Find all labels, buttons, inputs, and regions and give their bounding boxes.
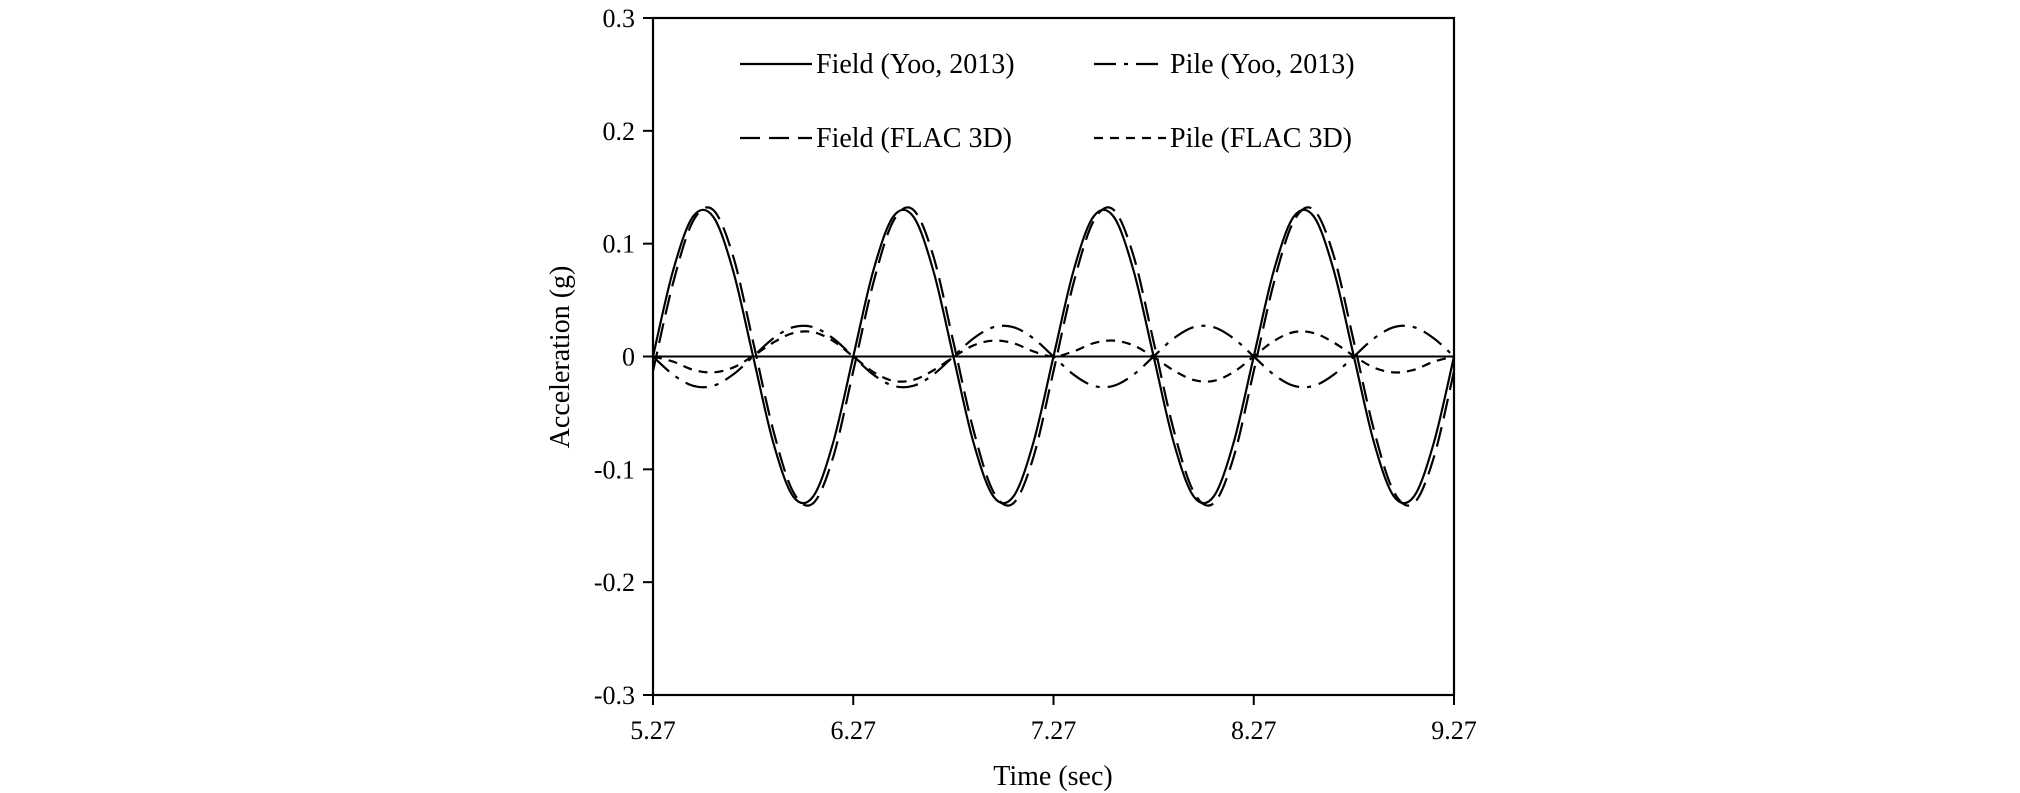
y-tick-label: 0.1 xyxy=(603,230,636,259)
legend-label: Pile (FLAC 3D) xyxy=(1170,123,1352,154)
series-group xyxy=(653,206,1454,507)
y-tick-label: -0.3 xyxy=(594,681,635,710)
x-tick-label: 8.27 xyxy=(1231,716,1277,745)
y-tick-label: -0.1 xyxy=(594,455,635,484)
legend-label: Field (FLAC 3D) xyxy=(816,123,1012,154)
x-tick-label: 7.27 xyxy=(1031,716,1077,745)
legend-item-pile-yoo: Pile (Yoo, 2013) xyxy=(1094,49,1355,80)
y-tick-label: 0.3 xyxy=(603,4,636,33)
y-tick-label: 0 xyxy=(622,343,635,372)
legend-item-field-flac: Field (FLAC 3D) xyxy=(740,123,1012,154)
legend-item-pile-flac: Pile (FLAC 3D) xyxy=(1094,123,1352,154)
y-tick-label: 0.2 xyxy=(603,117,636,146)
x-axis-title: Time (sec) xyxy=(993,761,1113,792)
series-line xyxy=(653,330,1454,383)
legend-item-field-yoo: Field (Yoo, 2013) xyxy=(740,49,1015,80)
legend: Field (Yoo, 2013) Pile (Yoo, 2013) Field… xyxy=(740,49,1355,154)
axis-ticks xyxy=(643,17,1455,705)
series-line xyxy=(653,206,1454,507)
legend-label: Field (Yoo, 2013) xyxy=(816,49,1015,80)
legend-label: Pile (Yoo, 2013) xyxy=(1170,49,1355,80)
y-tick-label: -0.2 xyxy=(594,568,635,597)
x-tick-label: 5.27 xyxy=(630,716,676,745)
y-tick-labels: 0.3 0.2 0.1 0 -0.1 -0.2 -0.3 xyxy=(594,4,635,710)
x-tick-labels: 5.27 6.27 7.27 8.27 9.27 xyxy=(630,716,1477,745)
x-tick-label: 6.27 xyxy=(831,716,877,745)
y-axis-title: Acceleration (g) xyxy=(545,266,576,449)
x-tick-label: 9.27 xyxy=(1431,716,1477,745)
